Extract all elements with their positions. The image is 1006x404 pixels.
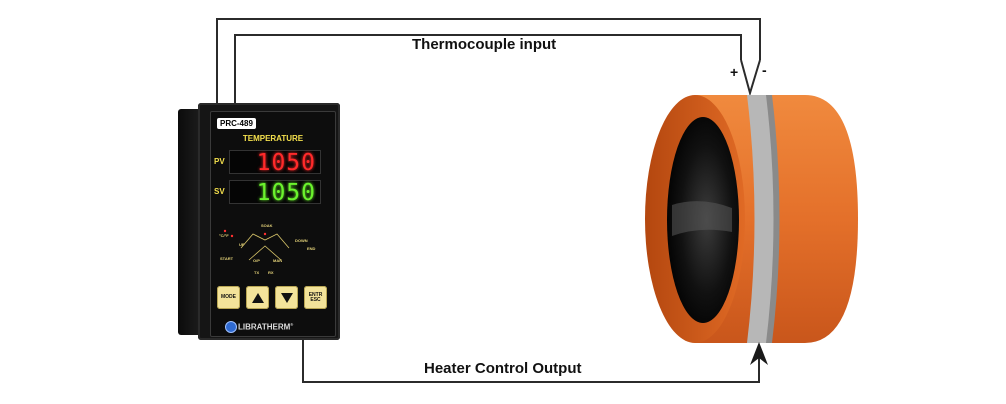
enter-esc-button[interactable]: ENTR ESC [304, 286, 327, 309]
end-indicator-label: END [307, 246, 316, 251]
thermocouple-wire-inner [234, 34, 742, 103]
esc-label: ESC [310, 296, 321, 303]
man-indicator-label: MAN [273, 258, 283, 263]
pv-label: PV [214, 157, 225, 166]
heater-control-output-label: Heater Control Output [424, 360, 582, 377]
arrowhead-up-icon [750, 342, 768, 365]
heater-band-inner-reflection [672, 201, 732, 236]
rx-indicator-label: RX [268, 270, 274, 275]
down-indicator-label: DOWN [295, 238, 308, 243]
soak-indicator-label: SOAK [261, 223, 273, 228]
pv-display: 1050 [229, 150, 321, 175]
triangle-down-icon [280, 292, 293, 303]
indicator-lines [223, 229, 290, 261]
model-number: PRC-489 [217, 118, 256, 129]
mode-button[interactable]: MODE [217, 286, 240, 309]
brand-name: LIBRATHERM® [238, 322, 293, 332]
thermocouple-strip-shadow [766, 95, 780, 343]
triangle-up-icon [251, 292, 264, 303]
temperature-controller: PRC-489 TEMPERATURE PV SV 1050 1050 °C/°… [178, 103, 340, 340]
tx-indicator-label: TX [254, 270, 260, 275]
temperature-heading: TEMPERATURE [242, 134, 304, 143]
plus-terminal-label: + [730, 64, 739, 80]
mode-button-label: MODE [221, 294, 236, 300]
thermocouple-junction [740, 59, 761, 97]
down-button[interactable] [275, 286, 298, 309]
heater-output-wire [302, 337, 760, 383]
cf-indicator-label: °C/°F [219, 233, 229, 238]
op-indicator-label: O/P [253, 258, 260, 263]
thermocouple-input-label: Thermocouple input [412, 36, 557, 53]
controller-faceplate: PRC-489 TEMPERATURE PV SV 1050 1050 °C/°… [210, 111, 336, 337]
up-indicator-label: UP [239, 242, 245, 247]
librathem-logo-icon [225, 321, 237, 333]
minus-terminal-label: - [762, 62, 767, 78]
up-button[interactable] [246, 286, 269, 309]
enter-label: ENTR [308, 291, 323, 298]
sv-label: SV [214, 187, 225, 196]
thermocouple-strip [747, 95, 776, 343]
thermocouple-wire-outer [216, 18, 761, 103]
brand-text: LIBRATHERM [238, 322, 291, 332]
heater-band [645, 95, 858, 343]
sv-display: 1050 [229, 180, 321, 205]
controller-side-panel [178, 109, 200, 335]
start-indicator-label: START [220, 256, 234, 261]
brand-mark: ® [290, 322, 294, 327]
